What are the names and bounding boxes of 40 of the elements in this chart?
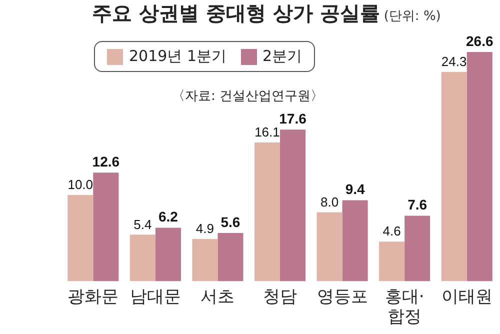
bar bbox=[379, 242, 405, 282]
data-label: 8.0 bbox=[320, 194, 339, 210]
data-label: 7.6 bbox=[408, 196, 428, 213]
data-label: 5.4 bbox=[134, 216, 152, 232]
x-tick-label: 남대문 bbox=[130, 286, 181, 307]
bar bbox=[130, 234, 156, 282]
bar bbox=[316, 212, 342, 282]
bar bbox=[254, 142, 280, 282]
bar bbox=[68, 195, 94, 282]
data-label: 17.6 bbox=[279, 110, 307, 126]
chart-subtitle: (단위: %) bbox=[384, 9, 441, 24]
data-label: 12.6 bbox=[92, 154, 120, 170]
data-label: 9.4 bbox=[345, 181, 365, 198]
legend-label: 2019년 1분기 bbox=[129, 47, 226, 66]
x-tick-label: 청담 bbox=[263, 286, 297, 307]
data-label: 6.2 bbox=[158, 208, 178, 225]
bar bbox=[192, 238, 218, 282]
bar bbox=[466, 52, 492, 282]
bar bbox=[342, 200, 368, 282]
data-label: 10.0 bbox=[68, 177, 94, 192]
legend-label: 2분기 bbox=[262, 47, 302, 66]
x-tick-label: 영등포 bbox=[316, 286, 368, 307]
bar bbox=[218, 232, 244, 282]
data-label: 4.6 bbox=[382, 224, 401, 239]
bar bbox=[404, 216, 430, 282]
data-label: 24.3 bbox=[441, 54, 467, 69]
bar bbox=[93, 172, 119, 282]
x-tick-label: 홍대·합정 bbox=[384, 286, 424, 328]
data-label: 26.6 bbox=[466, 32, 494, 49]
chart-title: 주요 상권별 중대형 상가 공실률 bbox=[92, 1, 380, 25]
bar bbox=[280, 130, 306, 282]
bar bbox=[155, 228, 181, 282]
annotation: 〈자료: 건설산업연구원〉 bbox=[172, 88, 324, 105]
data-label: 4.9 bbox=[196, 221, 214, 236]
x-tick-label: 이태원 bbox=[441, 286, 492, 307]
data-label: 5.6 bbox=[220, 214, 240, 230]
bar bbox=[441, 72, 467, 282]
x-tick-label: 광화문 bbox=[68, 286, 119, 307]
x-tick-label: 서초 bbox=[200, 286, 235, 307]
data-label: 16.1 bbox=[254, 124, 280, 140]
